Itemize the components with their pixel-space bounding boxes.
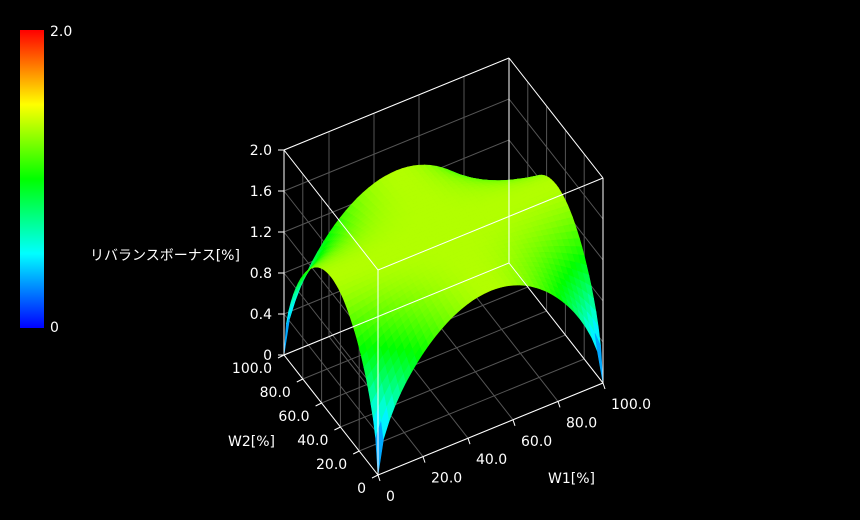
- tick-layer: 00.40.81.21.62.0020.040.060.080.0100.002…: [232, 143, 651, 505]
- z-tick-label: 0: [263, 348, 272, 364]
- y-tick-label: 80.0: [260, 385, 291, 401]
- surface-patch: [594, 333, 604, 384]
- wall-grid-line: [283, 98, 510, 192]
- frame-layer: [283, 57, 604, 476]
- y-tick-label: 0: [357, 481, 366, 497]
- x-axis-label: W1[%]: [548, 471, 595, 487]
- z-tick-label: 1.6: [250, 184, 272, 200]
- z-tick-label: 1.2: [250, 225, 272, 241]
- frame-edge: [508, 57, 604, 179]
- frame-edge: [377, 382, 604, 476]
- y-tick-label: 20.0: [316, 457, 347, 473]
- frame-edge: [283, 57, 510, 151]
- y-tick-label: 40.0: [297, 433, 328, 449]
- z-tick-label: 0.8: [250, 266, 272, 282]
- y-tick-mark: [371, 474, 379, 479]
- x-tick-label: 60.0: [521, 434, 552, 450]
- wall-grid-line: [283, 313, 379, 435]
- x-tick-mark: [422, 456, 426, 463]
- frame-edge: [508, 262, 604, 384]
- x-tick-mark: [602, 382, 606, 390]
- frame-edge: [283, 262, 510, 356]
- y-tick-mark: [334, 426, 341, 431]
- y-tick-mark: [296, 378, 304, 383]
- x-tick-mark: [377, 474, 381, 482]
- surface-layer: [283, 164, 604, 476]
- frame-edge: [283, 354, 379, 476]
- wall-grid-line: [508, 98, 604, 220]
- z-tick-label: 0.4: [250, 307, 272, 323]
- y-axis-label: W2[%]: [228, 434, 275, 450]
- y-tick-mark: [277, 354, 285, 359]
- z-tick-label: 2.0: [250, 143, 272, 159]
- z-axis-label: リバランスボーナス[%]: [90, 248, 240, 264]
- wall-grid-line: [283, 272, 379, 394]
- y-tick-label: 100.0: [232, 361, 272, 377]
- x-tick-label: 40.0: [476, 452, 507, 468]
- y-tick-mark: [315, 402, 322, 407]
- frame-edge: [283, 149, 379, 271]
- colorbar-max-label: 2.0: [50, 24, 72, 40]
- x-tick-label: 20.0: [431, 471, 462, 487]
- x-tick-label: 80.0: [566, 415, 597, 431]
- floor-grid-line: [359, 358, 585, 452]
- frame-edge: [377, 177, 604, 271]
- x-tick-mark: [557, 401, 561, 408]
- y-tick-label: 60.0: [278, 409, 309, 425]
- colorbar: [20, 30, 44, 328]
- x-tick-mark: [467, 438, 471, 445]
- floor-grid-line: [321, 310, 547, 404]
- y-tick-mark: [352, 450, 360, 455]
- x-tick-label: 100.0: [611, 397, 651, 413]
- colorbar-min-label: 0: [50, 320, 59, 336]
- floor-grid-line: [463, 281, 559, 402]
- x-tick-mark: [512, 419, 516, 426]
- x-tick-label: 0: [386, 489, 395, 505]
